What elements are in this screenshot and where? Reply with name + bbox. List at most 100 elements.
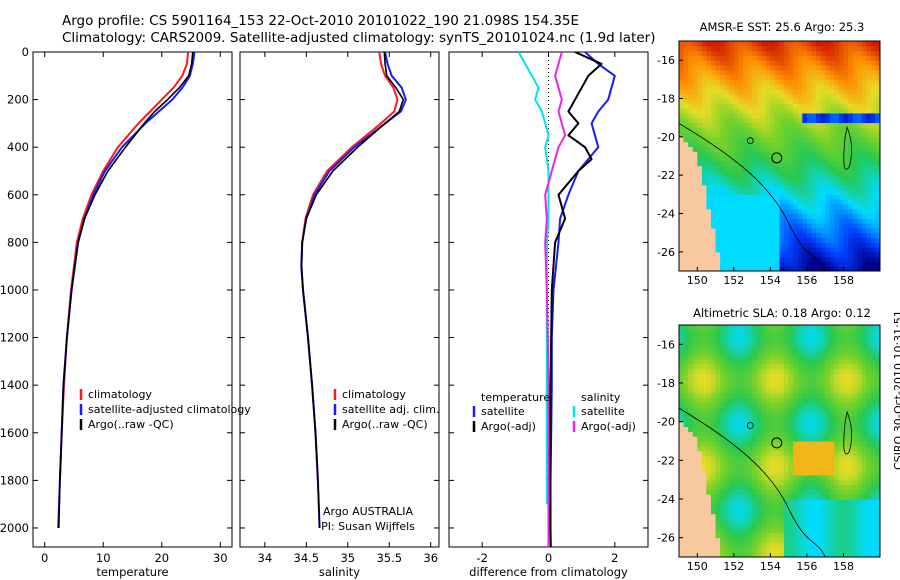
sla-map-cell [761,484,767,490]
sla-map-cell [697,416,703,423]
sla-map-cell [701,354,708,360]
sla-map-cell [697,358,703,365]
sst-map-cell [738,251,744,258]
sla-map-cell [720,537,726,544]
sla-map-cell [683,508,689,515]
sla-map-cell [866,503,872,510]
sst-map-cell [720,223,726,229]
sst-map-cell [870,213,877,219]
sla-map-cell [742,339,749,345]
sla-map-cell [838,325,845,331]
sst-map-cell [701,69,708,76]
sst-map-cell [761,84,767,90]
sst-map-cell [784,179,790,186]
sst-map-cell [706,266,712,271]
sst-map-cell [765,122,771,128]
sla-map-cell [765,334,771,341]
sla-map-cell [829,431,835,437]
sla-map-cell [692,329,698,336]
sst-map-cell [806,266,813,271]
sst-map-cell [724,170,730,176]
sst-map-cell [688,122,694,128]
sst-map-cell [848,184,854,191]
sst-map-cell [797,232,803,239]
sst-map-cell [770,237,776,243]
sst-map-cell [679,218,685,224]
sst-map-title: AMSR-E SST: 25.6 Argo: 25.3 [699,20,865,34]
sst-map-cell [843,103,849,109]
sst-map-cell [697,84,703,90]
sst-map-cell [866,98,872,104]
sla-map-cell [848,373,854,379]
salinity-legend-label: satellite adj. clim. [342,403,439,416]
sst-map-cell [770,55,776,61]
sst-map-cell [802,261,808,267]
sst-map-cell [806,88,813,95]
sst-map-cell [852,50,858,56]
sla-map-cell [688,416,694,423]
sla-map-cell [715,329,721,336]
sla-map-cell [825,368,831,374]
sla-map-cell [747,368,753,374]
sst-map-cell [715,151,721,157]
sla-map-cell [724,416,730,423]
sla-map-cell [825,499,831,505]
sst-map-cell [710,74,717,80]
sst-map-cell [870,74,877,80]
sst-map-cell [852,179,858,186]
sla-map-cell [761,339,767,345]
sla-map-cell [742,412,749,418]
sst-map-cell [829,208,835,215]
sla-map-cell [729,528,735,534]
sst-map-cell [752,203,758,210]
sst-map-cell [679,79,685,85]
sla-map-cell [834,421,840,428]
sla-map-cell [825,387,831,394]
sla-map-cell [797,387,803,394]
sla-map-cell [793,547,799,553]
sst-map-cell [825,189,831,195]
sla-map-cell [802,494,808,500]
sst-map-cell [852,189,858,195]
sla-map-cell [793,523,799,529]
sst-map-cell [738,194,744,200]
sla-map-cell [756,537,762,544]
sst-map-cell [811,237,817,243]
sst-map-cell [838,213,845,219]
sst-map-cell [774,88,781,95]
sst-map-cell [715,98,721,104]
sla-map-cell [816,421,822,428]
sla-map-cell [838,494,845,500]
sst-map-cell [715,203,721,210]
sst-map-cell [870,132,877,138]
sst-map-cell [724,266,730,271]
sla-map-cell [797,508,803,515]
sst-map-cell [829,203,835,210]
sst-map-cell [706,199,712,205]
sla-map-cell [761,344,767,350]
sla-map-cell [710,412,717,418]
sst-map-cell [806,84,813,90]
sst-map-cell [779,160,785,167]
sla-map-cell [765,416,771,423]
sla-map-cell [802,402,808,408]
sla-map-cell [784,523,790,529]
sla-map-cell [793,499,799,505]
sla-map-cell [825,445,831,452]
sst-map-cell [724,242,730,248]
sla-map-cell [820,431,826,437]
sst-map-cell [816,160,822,167]
sst-map-cell [692,117,698,124]
sla-map-cell [848,474,854,481]
sla-map-cell [834,489,840,495]
sla-map-cell [738,518,744,524]
sla-map-cell [738,465,744,471]
sla-map-cell [756,334,762,341]
sla-map-x-tick-label: 150 [687,560,708,573]
sla-map-cell [710,528,717,534]
sst-map-cell [797,203,803,210]
sst-map-cell [838,127,845,133]
sla-map-cell [802,489,808,495]
sst-map-cell [720,227,726,234]
sla-map-cell [834,499,840,505]
